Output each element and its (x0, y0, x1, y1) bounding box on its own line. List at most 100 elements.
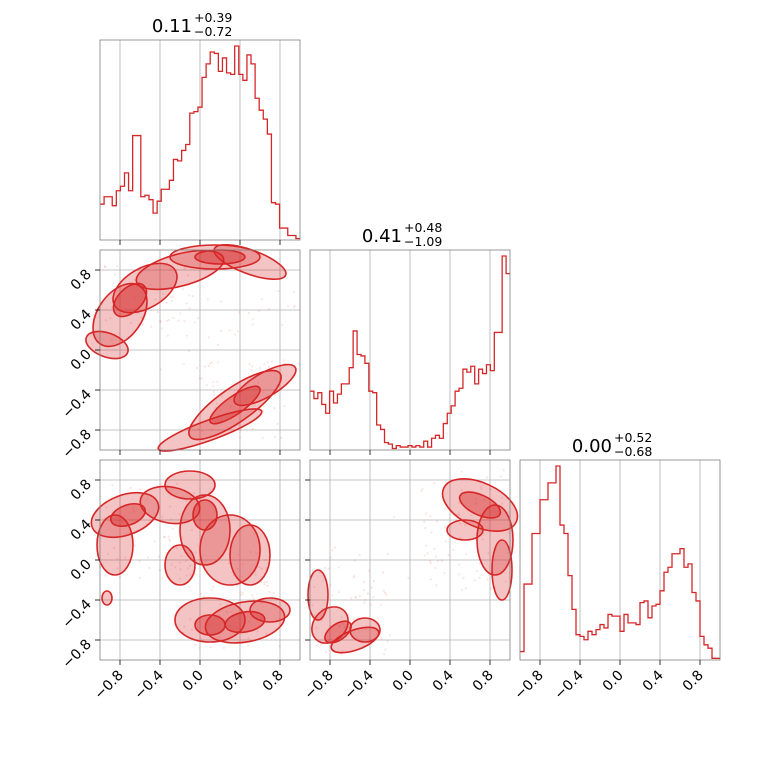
sample-point (464, 523, 467, 526)
sample-point (358, 594, 361, 598)
sample-point (104, 574, 107, 577)
sample-point (169, 268, 172, 271)
sample-point (159, 320, 162, 323)
sample-point (247, 636, 250, 640)
y-tick-label: 0.0 (68, 557, 95, 584)
sample-point (240, 593, 243, 596)
sample-point (236, 330, 239, 333)
sample-point (260, 602, 263, 605)
title-lower-error: −0.68 (614, 444, 652, 459)
sample-point (184, 559, 187, 563)
sample-point (212, 384, 215, 388)
x-tick-label: 0.0 (390, 668, 417, 695)
histogram-1 (100, 45, 300, 240)
contour-region (85, 330, 129, 360)
y-tick-label: 0.4 (68, 306, 95, 333)
contour-region (135, 249, 225, 291)
x-tick-label: −0.4 (131, 667, 166, 702)
sample-point (179, 561, 182, 564)
sample-point (372, 596, 375, 599)
x-tick-label: 0.4 (430, 667, 457, 694)
sample-point (353, 559, 356, 562)
sample-point (370, 586, 373, 589)
sample-point (157, 555, 161, 558)
sample-point (263, 583, 266, 586)
sample-point (273, 394, 276, 397)
sample-point (266, 360, 269, 364)
sample-point (252, 318, 255, 321)
contour-region (204, 600, 286, 644)
contour-region (476, 504, 514, 576)
sample-point (235, 627, 238, 630)
sample-point (226, 611, 229, 614)
contour-core (194, 249, 246, 265)
sample-point (260, 617, 263, 620)
sample-point (320, 619, 323, 622)
sample-point (141, 323, 145, 326)
sample-point (165, 301, 168, 304)
histogram-3 (520, 465, 720, 659)
sample-point (149, 283, 152, 286)
sample-point (256, 630, 259, 633)
sample-point (248, 620, 251, 623)
sample-point (292, 290, 296, 294)
contour-core (194, 614, 226, 636)
sample-point (121, 520, 124, 523)
sample-point (118, 575, 121, 579)
x-tick-label: 0.4 (640, 667, 667, 694)
sample-point (220, 329, 223, 333)
title-upper-error: +0.52 (614, 430, 652, 445)
sample-point (105, 506, 108, 509)
sample-point (241, 563, 244, 566)
sample-point (167, 318, 170, 322)
x-tick-label: −0.4 (341, 667, 376, 702)
title-layer: 0.11 +0.39−0.720.41 +0.48−1.090.00 +0.52−0.… (152, 10, 652, 459)
sample-point (201, 430, 204, 433)
sample-point (331, 594, 334, 597)
sample-point (181, 288, 184, 291)
contour-region (330, 626, 380, 654)
sample-point (146, 556, 150, 559)
sample-point (425, 544, 428, 547)
sample-point (475, 498, 478, 501)
sample-point (129, 322, 133, 325)
data-layer (85, 45, 720, 659)
sample-point (224, 610, 228, 613)
sample-point (198, 558, 201, 561)
sample-point (354, 596, 357, 600)
x-tick-label: 0.0 (600, 668, 627, 695)
sample-point (148, 566, 151, 569)
sample-point (262, 390, 265, 394)
contour-region (446, 519, 484, 541)
sample-point (338, 624, 341, 627)
sample-point (315, 644, 319, 647)
sample-point (489, 488, 492, 491)
sample-point (238, 436, 241, 439)
sample-point (270, 360, 273, 363)
sample-point (180, 554, 183, 558)
sample-point (244, 398, 247, 401)
sample-point (230, 610, 233, 613)
sample-point (277, 289, 280, 293)
sample-point (188, 307, 191, 310)
x-tick-label: 0.8 (680, 668, 707, 695)
sample-point (457, 514, 460, 517)
title-lower-error: −0.72 (194, 24, 232, 39)
sample-point (220, 395, 223, 398)
x-tick-label: −0.8 (511, 668, 546, 703)
sample-point (502, 469, 505, 472)
sample-point (443, 571, 446, 575)
sample-point (168, 489, 171, 492)
sample-point (483, 498, 486, 502)
sample-point (165, 319, 168, 323)
sample-point (171, 527, 174, 531)
sample-point (386, 553, 389, 556)
sample-point (433, 547, 436, 550)
sample-point (200, 377, 203, 380)
sample-point (379, 603, 382, 606)
sample-point (380, 637, 383, 640)
sample-point (382, 571, 385, 574)
sample-point (481, 538, 484, 541)
sample-point (129, 486, 132, 490)
sample-point (352, 576, 355, 579)
